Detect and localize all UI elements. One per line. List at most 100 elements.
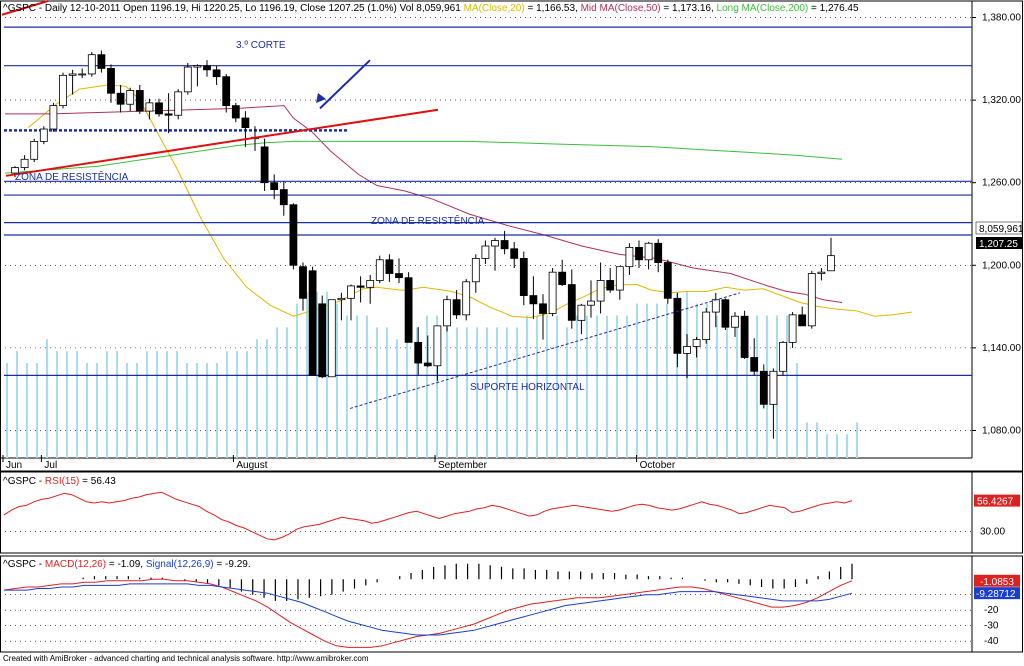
red-trendline — [5, 108, 439, 177]
candle — [740, 310, 749, 359]
volume-bar — [386, 327, 388, 458]
candle-body — [145, 102, 154, 112]
candle-body — [183, 66, 192, 93]
candle-body — [126, 90, 135, 105]
volume-bar — [466, 327, 468, 458]
candle — [97, 50, 106, 73]
candle — [193, 64, 202, 87]
candle — [212, 65, 221, 85]
candle-body — [395, 273, 403, 279]
candle-body — [827, 255, 835, 272]
candle-body — [702, 311, 711, 341]
candle — [827, 237, 835, 272]
candle — [606, 268, 615, 293]
volume-bar — [716, 315, 718, 458]
volume-bar — [226, 351, 228, 458]
volume-bar — [376, 327, 378, 458]
macd-tick-label: -20 — [984, 605, 999, 616]
volume-bar — [36, 363, 38, 458]
candle-body — [270, 182, 279, 190]
blue-arrow-head — [316, 93, 326, 103]
macd-panel-header: ^GSPC - MACD(12,26) = -1.09, Signal(12,2… — [3, 559, 251, 570]
candle — [491, 237, 499, 271]
candle — [299, 262, 307, 311]
macd-lines — [3, 578, 853, 648]
candle — [596, 262, 605, 314]
volume-bar — [196, 363, 198, 458]
candle — [635, 240, 643, 269]
volume-bar — [586, 315, 588, 458]
macd-tick-label: -30 — [984, 621, 999, 632]
volume-bar — [796, 363, 798, 458]
rsi-panel-frame — [0, 471, 1023, 554]
candle — [433, 325, 442, 381]
candle — [49, 102, 58, 132]
ma-line — [27, 84, 912, 319]
candle-body — [318, 303, 327, 378]
candle — [644, 241, 653, 270]
candle-body — [721, 299, 730, 328]
volume-bar — [816, 422, 818, 458]
candle-body — [807, 273, 816, 327]
volume-bar — [426, 315, 428, 458]
macd-tick-label: -40 — [984, 636, 999, 647]
candle — [107, 64, 115, 103]
ma-line — [5, 105, 843, 303]
volume-bar — [856, 422, 858, 458]
svg-text:1,207.25: 1,207.25 — [979, 239, 1018, 250]
volume-bar — [136, 363, 138, 458]
candle — [68, 69, 77, 95]
month-label: October — [640, 460, 676, 471]
candle — [673, 292, 682, 368]
macd-histogram — [82, 563, 853, 601]
candle — [423, 335, 432, 368]
volume-bar — [416, 327, 418, 458]
candle-body — [433, 325, 442, 367]
candle — [519, 251, 528, 306]
rsi-value-tag — [974, 494, 1020, 507]
candle — [711, 292, 720, 328]
candle-body — [222, 76, 231, 107]
candle-body — [39, 128, 48, 142]
candle — [587, 280, 595, 318]
volume-value-tag: 8,059,961 — [975, 221, 1024, 235]
candle-body — [97, 54, 106, 69]
candle-body — [452, 299, 461, 316]
volume-bar — [826, 434, 828, 458]
rsi-panel-header: ^GSPC - RSI(15) = 56.43 — [3, 476, 116, 487]
candle-body — [731, 315, 739, 328]
candle-body — [519, 258, 528, 296]
candle-body — [471, 258, 480, 283]
candle-body — [59, 74, 67, 107]
annotation-3-corte: 3.º CORTE — [236, 40, 286, 51]
month-label: Jul — [44, 460, 57, 471]
candle — [318, 295, 327, 379]
candle-body — [548, 271, 557, 314]
price-panel-frame — [0, 0, 1023, 472]
month-label: August — [236, 460, 267, 471]
candle-body — [78, 73, 87, 76]
volume-bar — [76, 351, 78, 458]
candle-body — [462, 281, 471, 316]
trendlines — [1, 0, 741, 409]
candle — [750, 338, 759, 376]
volume-bar — [596, 315, 598, 458]
candlesticks — [11, 50, 835, 439]
candle — [692, 336, 701, 358]
candle — [471, 254, 480, 293]
rsi-line — [3, 491, 853, 541]
macd-series-line — [3, 578, 853, 648]
close-value-tag: 1,207.25 — [976, 237, 1022, 250]
candle — [759, 364, 768, 409]
volume-bar — [16, 351, 18, 458]
candle-body — [11, 167, 19, 174]
volume-bar — [666, 303, 668, 458]
candle — [20, 155, 29, 171]
candle — [164, 93, 173, 134]
candle — [375, 255, 384, 284]
candle-body — [87, 54, 96, 75]
candle-body — [740, 315, 749, 358]
annotation-suporte-horizontal: SUPORTE HORIZONTAL — [470, 382, 585, 393]
volume-bar — [696, 303, 698, 458]
candle-body — [798, 314, 807, 327]
